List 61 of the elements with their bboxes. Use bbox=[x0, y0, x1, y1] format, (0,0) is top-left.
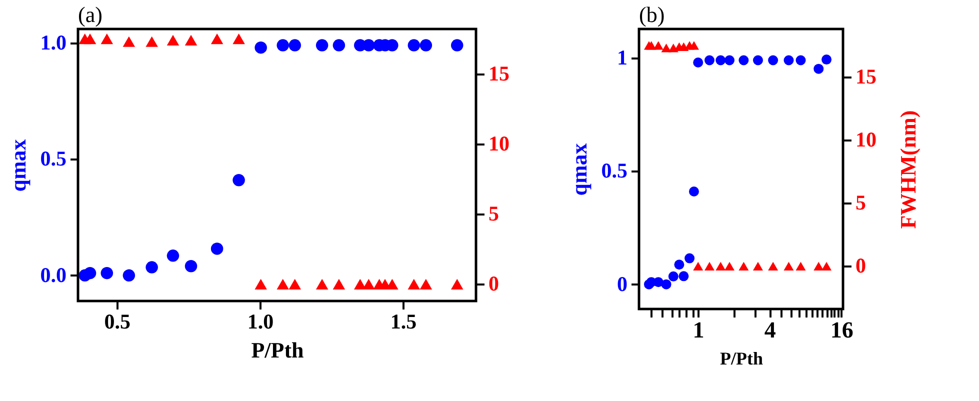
point bbox=[232, 174, 245, 186]
y-tick-label: 1.0 bbox=[40, 30, 66, 54]
point bbox=[276, 278, 289, 290]
point bbox=[362, 278, 375, 290]
y-axis-title: qmax bbox=[566, 143, 592, 196]
point bbox=[316, 278, 328, 290]
point bbox=[288, 278, 302, 290]
y2-tick-label: 10 bbox=[488, 131, 510, 156]
y2-tick-label: 15 bbox=[488, 61, 510, 86]
point bbox=[420, 39, 432, 52]
point bbox=[316, 39, 328, 52]
x-tick-label: 1.0 bbox=[247, 310, 274, 334]
point bbox=[332, 278, 346, 290]
y2-tick-label: 0 bbox=[488, 272, 499, 296]
y-tick-label: 1 bbox=[617, 45, 628, 70]
x-axis-title: P/Pth bbox=[251, 338, 304, 362]
y-axis-title: qmax bbox=[5, 139, 30, 192]
chart-title: (a) bbox=[78, 2, 102, 27]
point bbox=[254, 41, 267, 54]
point bbox=[166, 250, 180, 262]
point bbox=[450, 39, 464, 52]
chart-title: (b) bbox=[639, 2, 665, 27]
point bbox=[254, 278, 267, 290]
point bbox=[450, 278, 464, 290]
point bbox=[84, 266, 96, 280]
y2-tick-label: 5 bbox=[856, 190, 866, 215]
x-axis-title: P/Pth bbox=[720, 348, 763, 368]
y-tick-label: 0 bbox=[617, 272, 628, 296]
point bbox=[210, 242, 224, 255]
x-tick-label: 1.5 bbox=[390, 310, 417, 334]
point bbox=[122, 36, 136, 47]
point bbox=[408, 278, 420, 290]
point bbox=[288, 39, 302, 52]
point bbox=[420, 278, 432, 290]
point bbox=[146, 261, 158, 274]
y-tick-label: 0.0 bbox=[40, 262, 66, 287]
point bbox=[332, 39, 346, 52]
y2-tick-label: 5 bbox=[488, 202, 499, 226]
y-tick-label: 0.5 bbox=[40, 146, 66, 171]
x-tick-label: 16 bbox=[830, 318, 854, 342]
y2-axis-title: FWHM(nm) bbox=[896, 110, 920, 229]
point bbox=[408, 39, 420, 52]
point bbox=[84, 34, 96, 44]
y2-tick-label: 15 bbox=[856, 64, 876, 88]
point bbox=[362, 39, 375, 52]
y2-tick-label: 10 bbox=[856, 128, 876, 152]
point bbox=[100, 34, 114, 44]
point bbox=[146, 36, 158, 47]
point bbox=[100, 266, 114, 280]
point bbox=[184, 34, 198, 46]
point bbox=[184, 260, 198, 272]
point bbox=[166, 34, 180, 46]
y2-tick-label: 0 bbox=[856, 254, 866, 278]
x-tick-label: 1 bbox=[692, 318, 704, 342]
point bbox=[232, 34, 245, 44]
point bbox=[276, 39, 289, 52]
x-tick-label: 4 bbox=[764, 318, 776, 342]
point bbox=[210, 34, 224, 44]
y-tick-label: 0.5 bbox=[601, 158, 628, 183]
point bbox=[122, 269, 136, 282]
x-tick-label: 0.5 bbox=[104, 310, 131, 334]
